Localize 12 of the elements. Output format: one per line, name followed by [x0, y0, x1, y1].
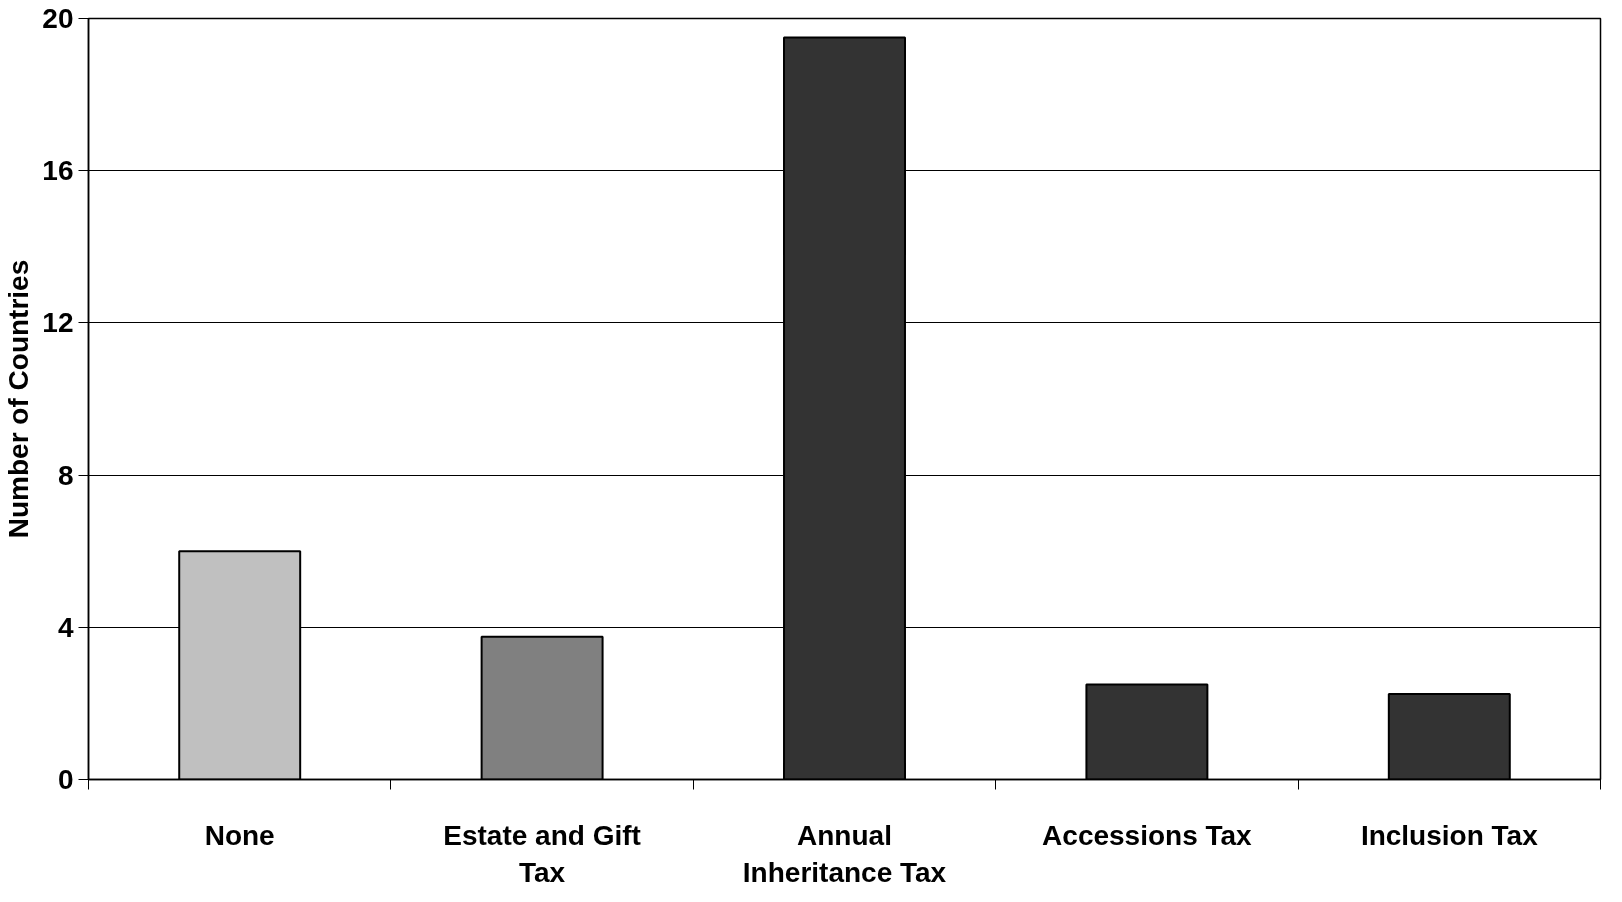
x-tick-label: None [204, 819, 275, 851]
y-tick-label: 4 [57, 611, 74, 643]
y-tick-label: 16 [42, 155, 74, 187]
y-tick-label: 20 [42, 3, 74, 34]
x-tick-label: Inclusion Tax [1360, 819, 1539, 851]
y-tick-label: 0 [57, 764, 74, 795]
y-tick-label: 8 [57, 459, 74, 491]
y-tick-label: 12 [42, 307, 74, 339]
x-tick-label: Annual Inheritance Tax [742, 819, 947, 888]
x-tick-label: Estate and Gift Tax [443, 819, 641, 888]
y-axis-title: Number of Countries [3, 259, 35, 539]
x-tick-label: Accessions Tax [1042, 819, 1253, 851]
